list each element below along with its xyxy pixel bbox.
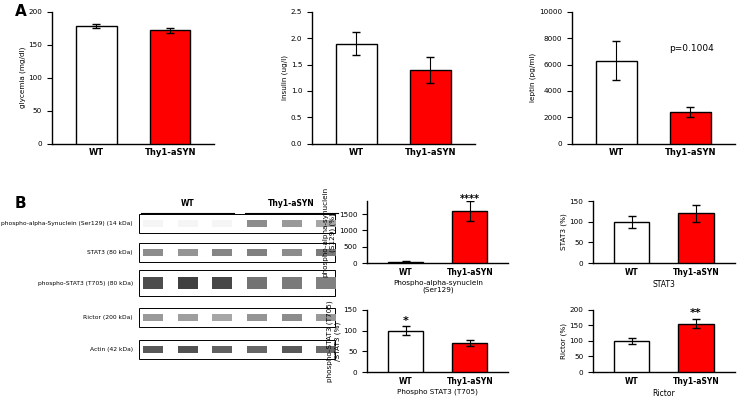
Bar — [452, 343, 487, 372]
FancyBboxPatch shape — [316, 277, 336, 289]
FancyBboxPatch shape — [177, 249, 198, 256]
Bar — [452, 211, 487, 263]
FancyBboxPatch shape — [281, 249, 302, 256]
FancyBboxPatch shape — [212, 314, 232, 321]
Bar — [336, 44, 377, 144]
FancyBboxPatch shape — [177, 277, 198, 289]
Bar — [670, 112, 711, 144]
FancyBboxPatch shape — [212, 346, 232, 353]
FancyBboxPatch shape — [281, 314, 302, 321]
FancyBboxPatch shape — [316, 220, 336, 227]
Bar — [614, 222, 649, 263]
Text: ****: **** — [460, 194, 480, 204]
Text: A: A — [15, 4, 27, 19]
Y-axis label: leptin (pg/ml): leptin (pg/ml) — [530, 53, 536, 102]
FancyBboxPatch shape — [247, 314, 267, 321]
Text: B: B — [15, 196, 27, 211]
Text: Rictor (200 kDa): Rictor (200 kDa) — [83, 315, 133, 320]
FancyBboxPatch shape — [143, 220, 163, 227]
FancyBboxPatch shape — [177, 314, 198, 321]
FancyBboxPatch shape — [316, 249, 336, 256]
X-axis label: Phospho-alpha-synuclein
(Ser129): Phospho-alpha-synuclein (Ser129) — [393, 280, 482, 293]
Text: Thy1-aSYN: Thy1-aSYN — [269, 199, 315, 208]
Bar — [76, 26, 116, 144]
Bar — [150, 30, 191, 144]
Y-axis label: phospho-alpha-synuclein
(S129) (%): phospho-alpha-synuclein (S129) (%) — [323, 187, 336, 277]
FancyBboxPatch shape — [177, 346, 198, 353]
Y-axis label: glycemia (mg/dl): glycemia (mg/dl) — [19, 47, 25, 108]
FancyBboxPatch shape — [316, 314, 336, 321]
Bar — [596, 61, 637, 144]
FancyBboxPatch shape — [212, 220, 232, 227]
Text: phospho-alpha-Synuclein (Ser129) (14 kDa): phospho-alpha-Synuclein (Ser129) (14 kDa… — [1, 221, 133, 226]
Y-axis label: STAT3 (%): STAT3 (%) — [560, 214, 567, 250]
FancyBboxPatch shape — [247, 277, 267, 289]
FancyBboxPatch shape — [212, 249, 232, 256]
X-axis label: Phospho STAT3 (T705): Phospho STAT3 (T705) — [397, 389, 478, 395]
Bar — [388, 262, 423, 263]
FancyBboxPatch shape — [247, 346, 267, 353]
Bar — [678, 324, 714, 372]
FancyBboxPatch shape — [281, 277, 302, 289]
FancyBboxPatch shape — [281, 220, 302, 227]
FancyBboxPatch shape — [177, 220, 198, 227]
FancyBboxPatch shape — [143, 249, 163, 256]
Y-axis label: insulin (ug/l): insulin (ug/l) — [281, 55, 288, 100]
FancyBboxPatch shape — [212, 277, 232, 289]
Bar — [410, 70, 450, 144]
Text: WT: WT — [181, 199, 194, 208]
Bar — [614, 341, 649, 372]
Bar — [678, 214, 714, 263]
FancyBboxPatch shape — [143, 277, 163, 289]
FancyBboxPatch shape — [316, 346, 336, 353]
FancyBboxPatch shape — [143, 346, 163, 353]
FancyBboxPatch shape — [247, 220, 267, 227]
Text: **: ** — [690, 308, 702, 318]
X-axis label: STAT3: STAT3 — [652, 280, 675, 289]
Text: phospho-STAT3 (T705) (80 kDa): phospho-STAT3 (T705) (80 kDa) — [38, 280, 133, 286]
FancyBboxPatch shape — [247, 249, 267, 256]
FancyBboxPatch shape — [143, 314, 163, 321]
Y-axis label: phospho-STAT3 (T705)
/STAT3 (%): phospho-STAT3 (T705) /STAT3 (%) — [326, 300, 341, 382]
X-axis label: Rictor: Rictor — [652, 389, 675, 398]
FancyBboxPatch shape — [281, 346, 302, 353]
Text: *: * — [403, 316, 409, 326]
Y-axis label: Rictor (%): Rictor (%) — [560, 323, 567, 359]
Bar — [388, 330, 423, 372]
Text: Actin (42 kDa): Actin (42 kDa) — [90, 347, 133, 352]
Text: STAT3 (80 kDa): STAT3 (80 kDa) — [87, 250, 133, 255]
Text: p=0.1004: p=0.1004 — [669, 44, 715, 53]
